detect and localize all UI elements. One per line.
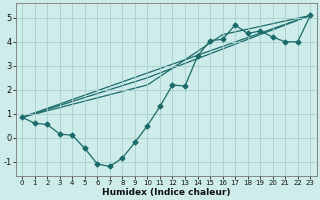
X-axis label: Humidex (Indice chaleur): Humidex (Indice chaleur)	[102, 188, 230, 197]
